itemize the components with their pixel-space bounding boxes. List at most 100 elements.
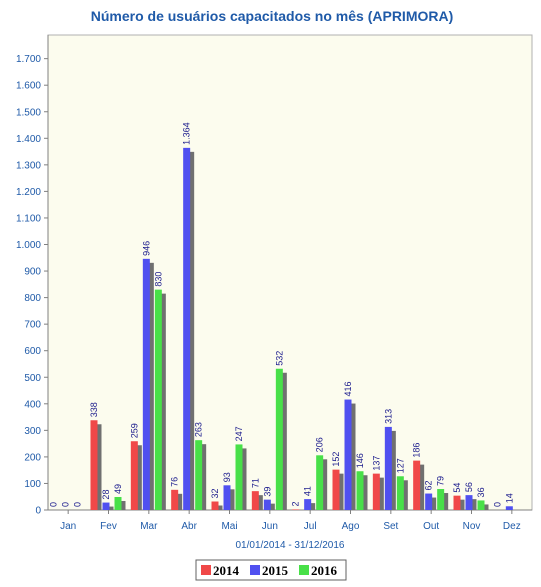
bar-shadow: [146, 262, 154, 510]
bar-shadow: [417, 464, 425, 510]
bar-shadow: [469, 499, 477, 510]
bar-2014-jul: [292, 509, 300, 510]
plot-area: [47, 34, 533, 511]
y-tick-label: 300: [24, 426, 41, 437]
legend-swatch-2016: [299, 565, 309, 575]
data-label: 0: [61, 502, 71, 507]
data-label: 0: [73, 502, 83, 507]
bar-shadow: [279, 372, 287, 510]
data-label: 313: [383, 409, 393, 424]
bar-shadow: [376, 477, 384, 510]
data-label: 36: [476, 487, 486, 497]
bar-2014-abr: [171, 489, 179, 510]
data-label: 127: [395, 458, 405, 473]
data-label: 39: [262, 487, 272, 497]
bar-2015-set: [384, 426, 392, 510]
y-tick-label: 500: [24, 373, 41, 384]
data-label: 41: [303, 486, 313, 496]
bar-shadow: [215, 505, 223, 510]
x-tick-label: Set: [383, 521, 398, 532]
bar-shadow: [481, 504, 489, 510]
bar-2016-out: [437, 489, 445, 510]
legend-swatch-2014: [201, 565, 211, 575]
bar-shadow: [441, 493, 449, 510]
bar-shadow: [134, 445, 142, 510]
data-label: 152: [331, 452, 341, 467]
bar-2015-ago: [344, 399, 352, 510]
bar-shadow: [158, 293, 166, 510]
bar-2016-abr: [195, 440, 203, 510]
x-tick-label: Dez: [503, 521, 521, 532]
y-tick-label: 1.700: [16, 54, 41, 65]
bar-2014-out: [413, 460, 421, 510]
bar-shadow: [267, 503, 275, 510]
data-label: 93: [222, 472, 232, 482]
bar-2016-set: [396, 476, 404, 510]
bar-shadow: [94, 424, 102, 510]
bar-2014-nov: [453, 495, 461, 510]
bar-2016-fev: [114, 496, 122, 510]
bar-2015-mar: [142, 258, 150, 510]
bar-shadow: [400, 480, 408, 510]
bar-2015-abr: [183, 147, 191, 510]
bar-shadow: [360, 475, 368, 510]
y-tick-label: 800: [24, 293, 41, 304]
bar-2015-dez: [505, 506, 513, 510]
data-label: 71: [250, 478, 260, 488]
data-label: 247: [234, 426, 244, 441]
y-tick-label: 600: [24, 346, 41, 357]
bar-shadow: [199, 444, 207, 510]
y-tick-label: 900: [24, 267, 41, 278]
x-tick-label: Ago: [342, 521, 360, 532]
bar-shadow: [429, 497, 437, 510]
bar-2016-mai: [235, 444, 243, 510]
bar-shadow: [239, 448, 247, 510]
x-tick-label: Jun: [262, 521, 278, 532]
bar-2015-fev: [102, 502, 110, 510]
bar-shadow: [320, 459, 328, 510]
data-label: 32: [210, 488, 220, 498]
data-label: 54: [452, 483, 462, 493]
data-label: 946: [141, 241, 151, 256]
bar-2016-mar: [154, 289, 162, 510]
data-label: 0: [492, 502, 502, 507]
bar-2015-jul: [304, 499, 312, 510]
data-label: 56: [464, 482, 474, 492]
legend-items: 2014 2015 2016: [201, 563, 338, 578]
x-tick-label: Nov: [463, 521, 481, 532]
x-tick-label: Abr: [181, 521, 197, 532]
y-tick-label: 1.100: [16, 213, 41, 224]
data-label: 1.364: [182, 122, 192, 145]
bar-shadow: [308, 503, 316, 510]
data-label: 263: [194, 422, 204, 437]
bar-2015-out: [425, 493, 433, 510]
y-tick-label: 200: [24, 452, 41, 463]
y-tick-label: 1.300: [16, 160, 41, 171]
data-label: 830: [153, 272, 163, 287]
data-label: 338: [89, 402, 99, 417]
y-tick-label: 1.500: [16, 107, 41, 118]
y-tick-label: 1.000: [16, 240, 41, 251]
data-label: 206: [315, 437, 325, 452]
bar-2016-jun: [275, 368, 283, 510]
bar-2016-ago: [356, 471, 364, 510]
x-tick-label: Jul: [304, 521, 317, 532]
data-label: 0: [49, 502, 59, 507]
bar-2015-jun: [263, 499, 271, 510]
bar-shadow: [187, 151, 195, 510]
y-tick-label: 0: [35, 506, 41, 517]
bar-shadow: [175, 493, 183, 510]
x-tick-label: Mai: [221, 521, 237, 532]
bar-shadow: [457, 499, 465, 510]
x-tick-label: Mar: [140, 521, 158, 532]
bar-shadow: [255, 495, 263, 510]
x-axis-ticks: Jan Fev Mar Abr Mai Jun Jul Ago Set Out Nov Dez: [60, 510, 521, 532]
bar-shadow: [336, 473, 344, 510]
bar-shadow: [388, 430, 396, 510]
date-range-subtitle: 01/01/2014 - 31/12/2016: [236, 540, 345, 551]
bar-shadow: [227, 489, 235, 510]
data-label: 76: [170, 477, 180, 487]
y-tick-label: 1.600: [16, 81, 41, 92]
bar-shadow: [348, 403, 356, 510]
